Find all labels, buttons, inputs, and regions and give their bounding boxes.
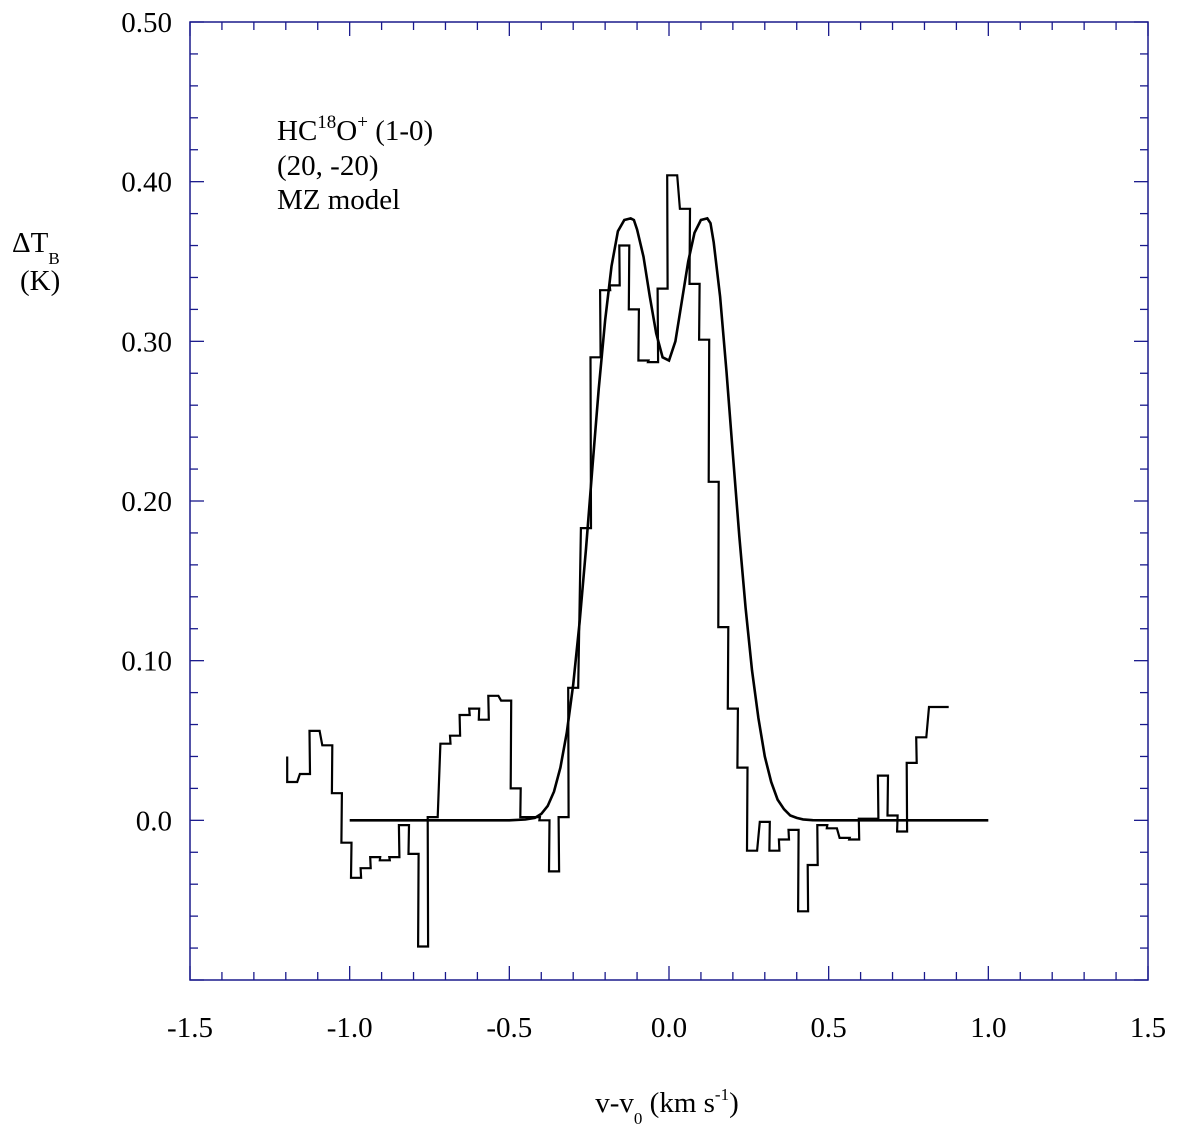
y-tick-label: 0.10 (121, 646, 172, 678)
annotation-line-3: MZ model (277, 184, 400, 216)
y-tick-label: 0.20 (121, 486, 172, 518)
x-tick-label: -1.5 (167, 1012, 213, 1044)
x-tick-label: 0.0 (651, 1012, 687, 1044)
y-axis-title-line-2: (K) (20, 265, 60, 297)
x-axis-title: v-v0 (km s-1) (595, 1085, 739, 1128)
x-tick-label: -1.0 (327, 1012, 373, 1044)
axis-ticks (189, 21, 1149, 981)
y-tick-label: 0.30 (121, 326, 172, 358)
y-tick-label: 0.50 (121, 7, 172, 39)
x-tick-label: 1.5 (1130, 1012, 1166, 1044)
observed-spectrum-line (286, 174, 949, 948)
annotation-line-1: HC18O+ (1-0) (277, 112, 433, 147)
x-tick-label: 0.5 (811, 1012, 847, 1044)
model-fit-line (349, 216, 989, 822)
y-tick-label: 0.40 (121, 167, 172, 199)
y-axis-title-line-1: ΔTB (12, 227, 60, 268)
y-tick-labels: 0.0 0.10 0.20 0.30 0.40 0.50 (121, 7, 172, 837)
x-tick-label: 1.0 (970, 1012, 1006, 1044)
x-tick-label: -0.5 (486, 1012, 532, 1044)
annotation-line-2: (20, -20) (277, 150, 378, 182)
x-tick-labels: -1.5 -1.0 -0.5 0.0 0.5 1.0 1.5 (167, 1012, 1166, 1044)
y-tick-label: 0.0 (136, 805, 172, 837)
